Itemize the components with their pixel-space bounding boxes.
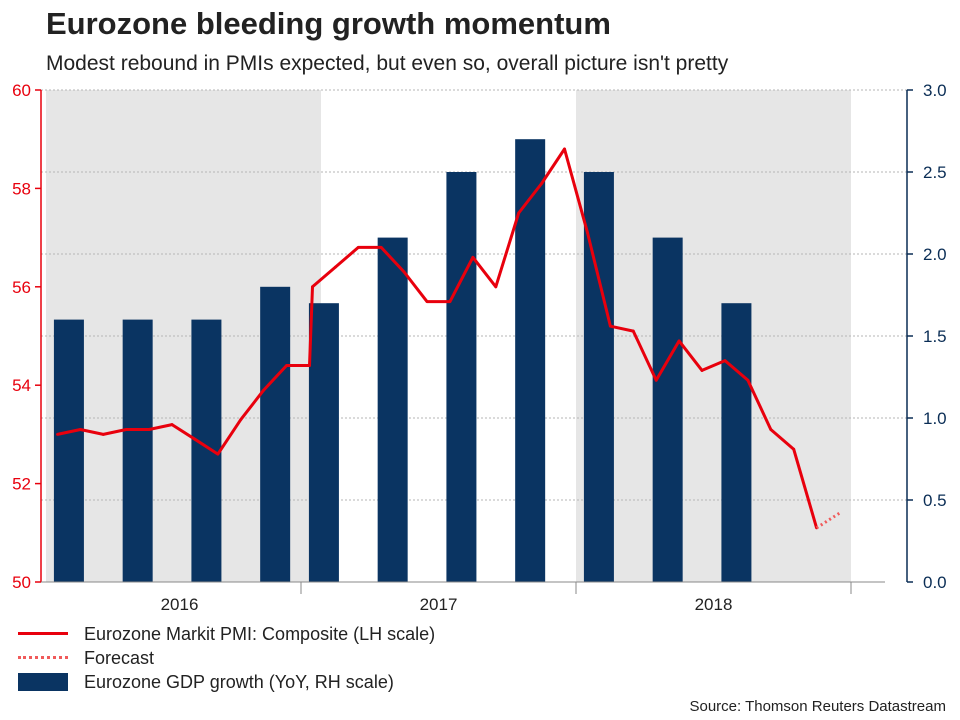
pmi-point — [356, 246, 360, 249]
pmi-point — [425, 300, 429, 303]
pmi-point — [746, 378, 750, 382]
pmi-point — [471, 255, 475, 259]
pmi-point — [239, 418, 243, 422]
legend-line-swatch — [18, 625, 68, 643]
gdp-bar-2016Q1 — [53, 319, 84, 582]
pmi-point — [193, 437, 197, 441]
right-tick-label: 2.0 — [923, 245, 947, 264]
x-tick-label-2018: 2018 — [695, 595, 733, 614]
pmi-point — [56, 433, 59, 436]
pmi-point — [78, 428, 82, 431]
gdp-bar-2017Q3 — [446, 172, 477, 582]
pmi-point — [677, 339, 681, 343]
gdp-bar-2017Q2 — [377, 237, 408, 582]
pmi-point — [448, 300, 452, 303]
x-tick-label-2016: 2016 — [161, 595, 199, 614]
pmi-point — [769, 428, 773, 431]
right-tick-label: 1.5 — [923, 327, 947, 346]
pmi-point — [654, 378, 658, 382]
legend-dotted-swatch — [18, 649, 68, 667]
pmi-point — [563, 147, 566, 151]
legend-item-pmi: Eurozone Markit PMI: Composite (LH scale… — [18, 622, 435, 646]
gdp-bar-2017Q1 — [308, 303, 339, 582]
pmi-point — [723, 359, 727, 362]
pmi-point — [700, 369, 704, 372]
pmi-point — [124, 428, 128, 431]
right-tick-label: 1.0 — [923, 409, 947, 428]
gdp-bar-2016Q4 — [260, 286, 291, 582]
left-tick-label: 54 — [12, 376, 31, 395]
pmi-point — [308, 364, 311, 367]
right-tick-label: 3.0 — [923, 81, 947, 100]
legend: Eurozone Markit PMI: Composite (LH scale… — [18, 622, 435, 694]
legend-label-gdp: Eurozone GDP growth (YoY, RH scale) — [84, 671, 394, 692]
chart-title: Eurozone bleeding growth momentum — [46, 6, 611, 41]
pmi-point — [101, 433, 105, 436]
legend-bar-swatch — [18, 673, 68, 691]
left-tick-label: 58 — [12, 179, 31, 198]
legend-item-gdp: Eurozone GDP growth (YoY, RH scale) — [18, 670, 435, 694]
chart-subtitle: Modest rebound in PMIs expected, but eve… — [46, 52, 729, 75]
pmi-point — [494, 285, 498, 289]
pmi-point — [631, 329, 635, 333]
pmi-point — [379, 246, 383, 249]
legend-item-forecast: Forecast — [18, 646, 435, 670]
right-tick-label: 0.5 — [923, 491, 947, 510]
legend-label-pmi: Eurozone Markit PMI: Composite (LH scale… — [84, 623, 436, 644]
source-note: Source: Thomson Reuters Datastream — [689, 698, 946, 715]
left-tick-label: 50 — [12, 573, 31, 592]
pmi-point — [262, 388, 266, 392]
pmi-point — [402, 270, 406, 274]
right-tick-label: 2.5 — [923, 163, 947, 182]
pmi-point — [311, 285, 314, 289]
left-tick-label: 56 — [12, 278, 31, 297]
pmi-point — [170, 423, 174, 426]
right-tick-label: 0.0 — [923, 573, 947, 592]
chart-area: 50 52 54 56 58 60 0.0 0.5 1.0 1.5 2.0 2.5 3.0 2016 201… — [12, 81, 947, 614]
pmi-point — [147, 428, 151, 431]
left-tick-label: 60 — [12, 81, 31, 100]
gdp-bar-2018Q3 — [721, 303, 752, 582]
left-tick-label: 52 — [12, 475, 31, 494]
pmi-point — [540, 182, 544, 185]
pmi-point — [333, 265, 337, 269]
x-tick-label-2017: 2017 — [420, 595, 458, 614]
gdp-bar-2016Q3 — [191, 319, 222, 582]
pmi-point — [586, 231, 589, 235]
pmi-point — [216, 452, 220, 456]
gdp-bar-2016Q2 — [122, 319, 153, 582]
gdp-bar-2018Q2 — [652, 237, 683, 582]
legend-label-forecast: Forecast — [84, 647, 155, 668]
pmi-point — [517, 211, 521, 215]
gdp-bar-2017Q4 — [515, 139, 546, 582]
pmi-point — [285, 364, 289, 367]
pmi-point — [608, 324, 612, 328]
pmi-point — [792, 447, 796, 451]
